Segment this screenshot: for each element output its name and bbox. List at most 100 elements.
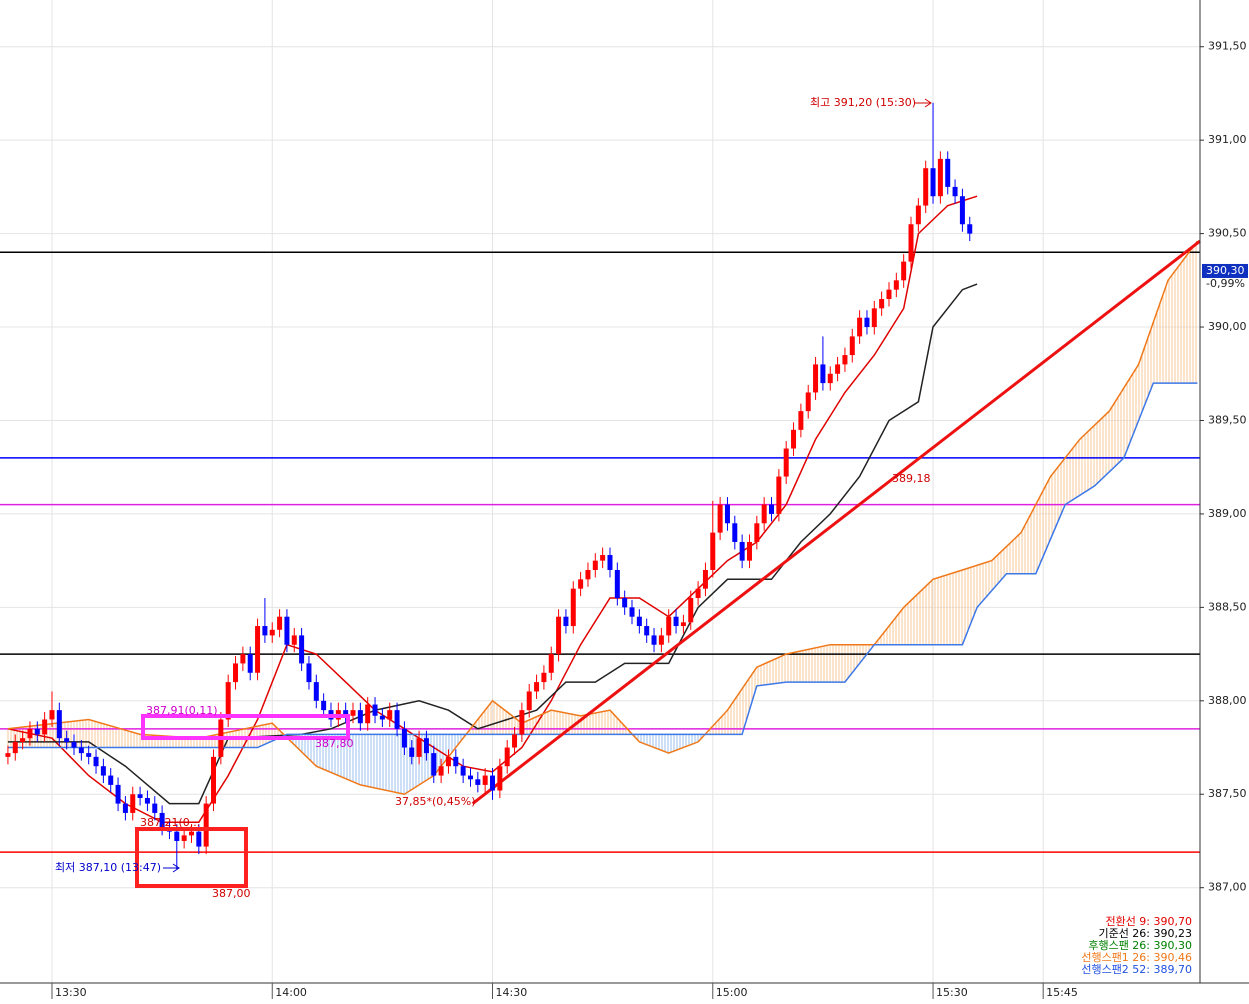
candle-body [945,158,951,187]
candle-body [130,794,136,813]
arrow-head [924,98,932,108]
candle-body [211,756,217,804]
candle-body [886,289,892,300]
candle-body [556,616,562,655]
candle-body [100,766,106,776]
candle-body [357,710,363,724]
candle-body [416,738,422,757]
candle-body [467,775,473,780]
x-tick-label: 15:45 [1046,986,1078,999]
candle-body [78,747,84,754]
legend-entry: 선행스팬1 26: 390,46 [1081,951,1192,964]
annotation: 389,18 [892,472,931,485]
candle-body [512,734,518,748]
x-tick-label: 14:00 [275,986,307,999]
y-tick-label: 391,50 [1208,40,1247,53]
candle-body [776,476,782,514]
candle-body [820,364,826,384]
candle-body [387,710,393,720]
y-tick-label: 388,00 [1208,694,1247,707]
candle-body [791,429,797,449]
indicator-line [7,283,978,805]
y-tick-label: 389,50 [1208,413,1247,426]
candle-body [614,569,620,599]
x-tick-label: 15:30 [936,986,968,999]
candle-body [490,775,496,791]
candle-body [394,710,400,729]
candle-body [313,682,319,701]
y-tick-label: 389,00 [1208,507,1247,520]
candle-body [622,598,628,608]
candle-body [592,560,598,570]
candle-body [321,700,327,711]
annotation: 387,00 [212,887,251,900]
candle-body [93,756,99,767]
candle-body [225,682,231,720]
legend-entry: 후행스팬 26: 390,30 [1088,939,1192,952]
candle-body [350,710,356,716]
candle-body [482,775,488,785]
price-tag [1202,263,1248,278]
candle-body [277,616,283,630]
candle-body [409,747,415,757]
candle-body [695,588,701,599]
highlight-box [141,714,350,740]
candle-body [196,831,202,847]
candle-body [585,569,591,580]
candle-body [56,710,62,739]
candle-body [908,224,914,262]
candle-body [460,766,466,776]
y-tick-label: 388,50 [1208,600,1247,613]
candle-body [629,607,635,617]
candle-body [137,794,143,798]
candle-body [563,616,569,627]
candle-body [798,411,804,430]
candle-body [299,635,305,664]
candle-body [240,654,246,664]
highlight-box [135,827,248,888]
candle-body [805,392,811,412]
y-tick-label: 387,00 [1208,881,1247,894]
candle-body [864,317,870,328]
candle-body [262,626,268,636]
candle-body [306,663,312,683]
candle-body [871,308,877,328]
candle-body [783,448,789,477]
y-tick-label: 390,50 [1208,227,1247,240]
candle-body [959,196,965,225]
candle-body [108,775,114,785]
candle-body [144,797,150,804]
grid [0,0,1200,983]
candle-body [541,672,547,683]
price-change: -0,99% [1206,277,1245,290]
y-tick-label: 391,00 [1208,133,1247,146]
candle-body [34,728,40,735]
candle-body [813,364,819,393]
x-tick-label: 13:30 [55,986,87,999]
candle-body [901,261,907,281]
candle-body [636,616,642,627]
candle-body [879,299,885,309]
candle-body [343,710,349,716]
y-tick-label: 387,50 [1208,787,1247,800]
candle-body [497,766,503,791]
candle-body [680,622,686,627]
candle-body [857,317,863,337]
candle-body [122,803,128,813]
x-tick-label: 15:00 [716,986,748,999]
candle-body [893,280,899,290]
annotations: 최고 391,20 (15:30) 최저 387,10 (13:47) 387,91… [55,96,1192,976]
indicator-line [7,240,1198,795]
candle-body [12,741,18,754]
candle-body [445,756,451,767]
candle-body [724,504,730,524]
annotation: 37,85*(0,45%) [395,795,476,808]
candle-body [438,766,444,776]
candle-body [453,756,459,767]
candle-body [952,186,958,197]
candle-body [666,616,672,636]
candle-body [607,555,613,570]
arrow-head [172,863,180,873]
